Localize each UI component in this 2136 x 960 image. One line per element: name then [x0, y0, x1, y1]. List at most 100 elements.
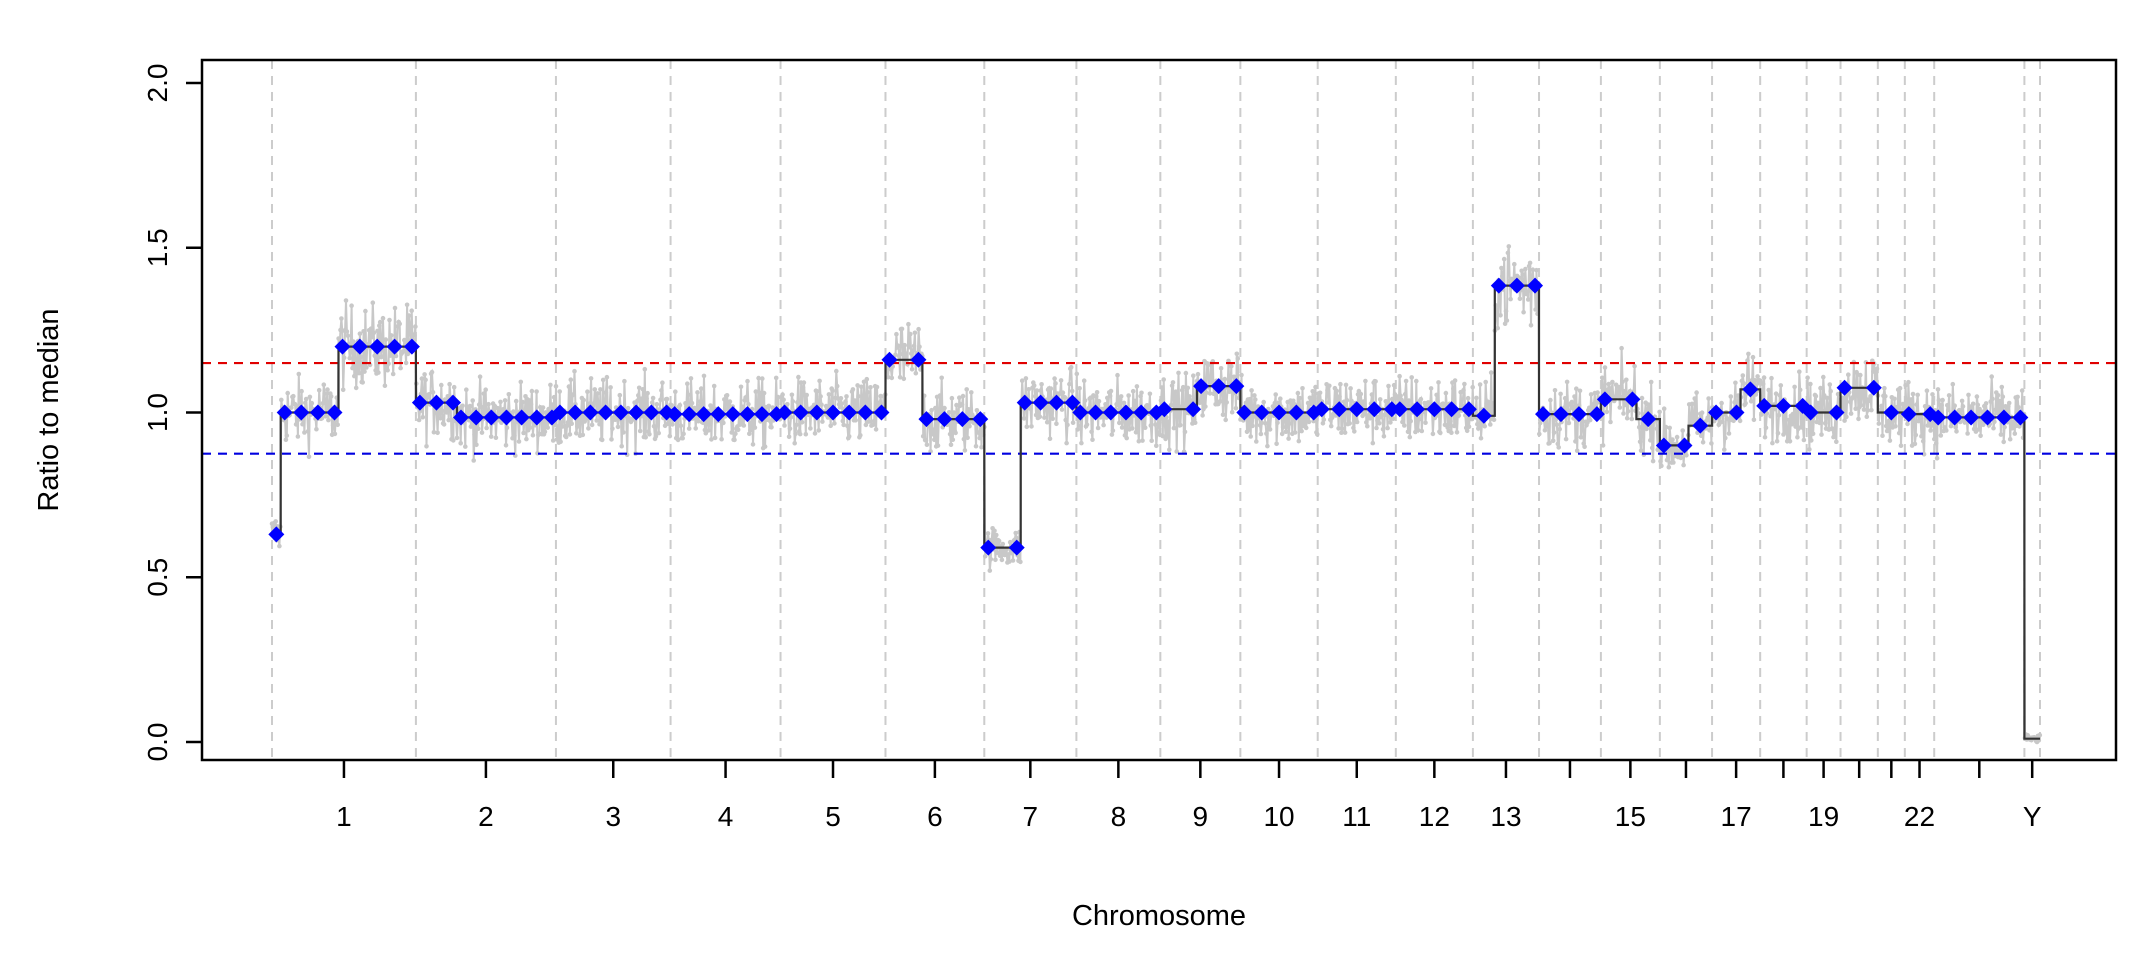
ratio-point — [949, 395, 955, 401]
segment-marker — [528, 409, 545, 426]
ratio-point — [1608, 419, 1613, 425]
ratio-point — [1023, 376, 1029, 381]
segment-marker — [1210, 378, 1227, 395]
ratio-point — [923, 438, 929, 443]
segment-marker — [1016, 394, 1033, 411]
ratio-point — [1827, 382, 1833, 387]
ratio-point — [1648, 438, 1653, 443]
ratio-point — [1999, 384, 2005, 390]
ratio-point — [1081, 378, 1087, 384]
ratio-point — [1587, 417, 1593, 423]
ratio-point — [994, 532, 999, 538]
ratio-point — [796, 374, 801, 380]
ratio-point — [1663, 424, 1669, 430]
ratio-point — [1525, 297, 1531, 302]
ratio-point — [1052, 376, 1057, 381]
ratio-point — [908, 331, 913, 337]
ratio-point — [996, 538, 1002, 544]
ratio-point — [873, 427, 879, 432]
ratio-point — [316, 387, 322, 393]
ratio-point — [685, 381, 690, 387]
ratio-point — [1991, 425, 1996, 431]
segment-marker — [1708, 404, 1725, 421]
segment-marker — [1490, 277, 1507, 294]
ratio-point — [1008, 550, 1014, 556]
ratio-point — [1501, 256, 1507, 262]
ratio-point — [1939, 403, 1944, 408]
ratio-point — [592, 387, 598, 392]
ratio-point — [901, 376, 907, 382]
ratio-point — [377, 319, 383, 325]
ratio-point — [1579, 422, 1585, 428]
ratio-point — [1390, 416, 1396, 422]
ratio-point — [1639, 395, 1645, 401]
ratio-point — [1044, 419, 1050, 425]
ratio-point — [1555, 441, 1561, 447]
ratio-point — [973, 443, 979, 449]
ratio-point — [314, 426, 319, 432]
ratio-point — [864, 376, 870, 382]
ratio-point — [595, 391, 600, 396]
ratio-point — [1364, 420, 1369, 425]
ratio-point — [643, 435, 648, 440]
ratio-point — [1807, 447, 1812, 452]
ratio-point — [1048, 386, 1054, 391]
ratio-point — [1488, 422, 1493, 427]
ratio-point — [969, 390, 974, 395]
ratio-point — [703, 430, 709, 436]
ratio-point — [793, 431, 798, 437]
ratio-point — [638, 396, 644, 402]
ratio-point — [1094, 390, 1100, 395]
segment-marker — [753, 406, 770, 423]
ratio-point — [1187, 394, 1192, 399]
ratio-point — [1135, 423, 1141, 429]
ratio-point — [1191, 373, 1196, 379]
ratio-point — [320, 401, 326, 406]
ratio-point — [1966, 392, 1971, 398]
ratio-point — [303, 400, 308, 406]
ratio-point — [1925, 423, 1931, 428]
ratio-point — [371, 330, 377, 336]
ratio-point — [1230, 390, 1236, 396]
ratio-point — [1312, 396, 1317, 401]
ratio-point — [270, 524, 276, 530]
ratio-point — [1879, 403, 1884, 409]
ratio-point — [1878, 407, 1883, 413]
ratio-point — [1389, 396, 1395, 402]
ratio-point — [1474, 395, 1479, 401]
ratio-point — [931, 427, 936, 433]
ratio-point — [670, 422, 675, 427]
ratio-point — [1681, 462, 1686, 468]
x-tick-label: 8 — [1111, 801, 1127, 832]
segment-marker — [1117, 404, 1134, 421]
ratio-point — [1842, 418, 1847, 423]
ratio-point — [909, 367, 915, 372]
ratio-point — [1552, 388, 1558, 393]
ratio-point — [550, 438, 556, 443]
ratio-point — [1373, 379, 1378, 384]
ratio-point — [1067, 381, 1072, 387]
x-tick-label: 19 — [1808, 801, 1839, 832]
segment-marker — [910, 351, 927, 368]
ratio-point — [989, 537, 994, 543]
ratio-point — [729, 430, 734, 435]
ratio-point — [1795, 435, 1800, 440]
ratio-point — [1548, 397, 1553, 403]
ratio-point — [1220, 412, 1226, 418]
segment-marker — [293, 404, 310, 421]
ratio-point — [1306, 419, 1312, 425]
ratio-point — [953, 430, 958, 436]
ratio-point — [664, 396, 670, 402]
segment-marker — [1946, 409, 1963, 426]
ratio-point — [512, 433, 517, 439]
ratio-point — [1733, 380, 1738, 386]
ratio-point — [740, 404, 746, 410]
ratio-point — [435, 430, 440, 436]
ratio-point — [2019, 388, 2025, 393]
ratio-point — [1265, 443, 1270, 449]
ratio-point — [667, 433, 673, 439]
ratio-point — [358, 354, 364, 360]
ratio-point — [1185, 385, 1191, 391]
ratio-point — [803, 431, 809, 437]
ratio-point — [712, 435, 718, 441]
